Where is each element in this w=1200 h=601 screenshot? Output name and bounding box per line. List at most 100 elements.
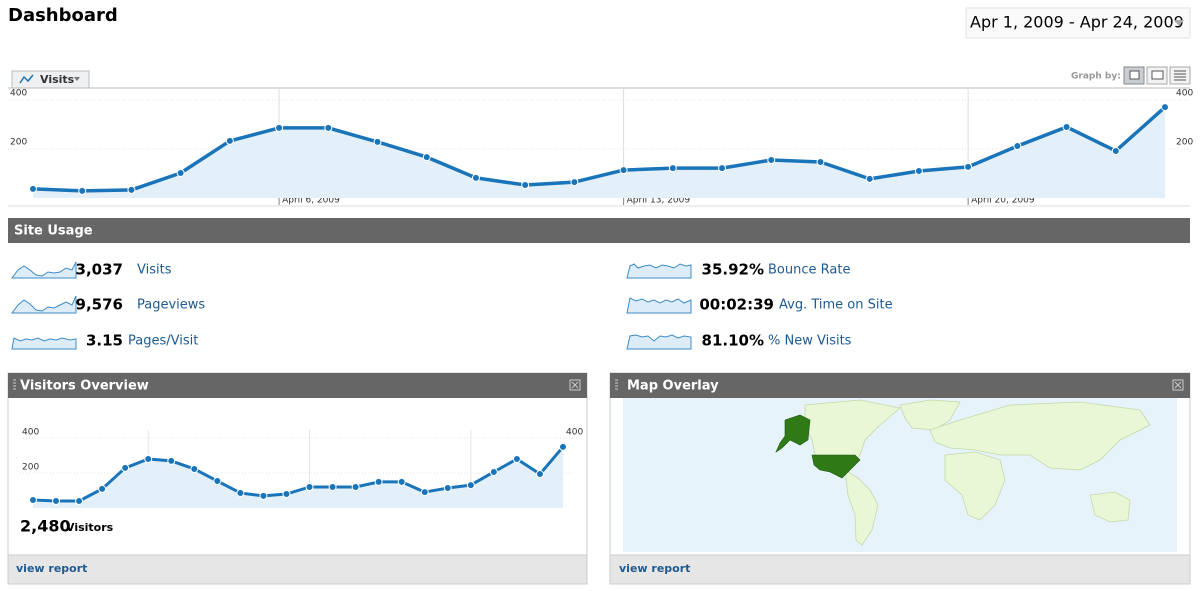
- south-america: [844, 469, 879, 546]
- panel-footer: [7, 554, 588, 585]
- metric-link[interactable]: Bounce Rate: [768, 263, 850, 278]
- point: [1111, 146, 1120, 155]
- metric-value: 00:02:39: [699, 296, 774, 314]
- drag-handle[interactable]: [13, 379, 16, 390]
- point: [619, 166, 628, 175]
- visitors-label: Visitors: [66, 521, 114, 534]
- y-tick-label: 200: [22, 463, 39, 473]
- icon: [1129, 70, 1140, 80]
- metric-link[interactable]: Pageviews: [137, 298, 205, 313]
- point: [328, 483, 337, 491]
- metric-link[interactable]: Avg. Time on Site: [779, 298, 893, 313]
- point: [236, 488, 245, 497]
- metric-name[interactable]: Visits: [40, 73, 75, 86]
- area: [33, 446, 563, 508]
- metric-link[interactable]: Pages/Visit: [128, 334, 198, 349]
- view-report-link[interactable]: view report: [619, 562, 690, 575]
- date-range[interactable]: Apr 1, 2009 - Apr 24, 2009: [970, 13, 1184, 32]
- point: [420, 488, 429, 497]
- line: [32, 105, 1167, 193]
- sparkline: [626, 263, 692, 279]
- point: [98, 484, 107, 493]
- date-range-picker[interactable]: [965, 7, 1191, 39]
- point: [324, 123, 333, 132]
- point: [718, 164, 727, 173]
- drag-handle[interactable]: [615, 379, 618, 390]
- sparkline: [11, 261, 77, 279]
- point: [767, 156, 776, 165]
- point: [127, 185, 136, 194]
- point: [1013, 142, 1022, 151]
- point: [176, 169, 185, 178]
- point: [471, 173, 480, 182]
- icon: [1174, 70, 1186, 81]
- australia: [1089, 491, 1131, 523]
- greenland: [899, 399, 961, 431]
- point: [422, 153, 431, 162]
- x-tick-label: April 6, 2009: [282, 196, 340, 206]
- metric-value: 3.15: [86, 332, 123, 350]
- point: [29, 184, 37, 193]
- metric-icon: [19, 74, 34, 84]
- united-states: [811, 454, 861, 479]
- point: [865, 174, 874, 183]
- point: [397, 477, 406, 486]
- point: [443, 484, 452, 493]
- panel-title: Visitors Overview: [20, 379, 149, 394]
- metric-dropdown-arrow[interactable]: [74, 77, 80, 81]
- y-tick-label-right: 400: [566, 428, 583, 438]
- point: [29, 495, 37, 504]
- eurasia: [929, 401, 1151, 471]
- sparkline: [626, 334, 692, 350]
- point: [374, 477, 383, 486]
- africa: [944, 451, 1006, 521]
- line: [32, 445, 565, 503]
- point: [816, 157, 825, 166]
- point: [167, 456, 176, 465]
- panel-header: [8, 373, 587, 398]
- alaska: [775, 414, 811, 453]
- y-tick-label-right: 400: [1176, 89, 1193, 99]
- metric-value: 35.92%: [702, 261, 764, 279]
- close-button[interactable]: [569, 379, 581, 391]
- point: [373, 137, 382, 146]
- point: [512, 455, 521, 463]
- map-land: [804, 399, 1151, 546]
- metric-link[interactable]: Visits: [137, 263, 172, 278]
- point: [75, 497, 84, 505]
- area: [33, 107, 1165, 198]
- point: [275, 123, 284, 132]
- point: [668, 164, 677, 173]
- point: [259, 491, 268, 500]
- graph-by-label: Graph by:: [1071, 72, 1121, 82]
- graph-by-month[interactable]: [1169, 66, 1191, 85]
- point: [1062, 122, 1071, 131]
- date-dropdown-arrow[interactable]: [1174, 20, 1184, 26]
- panel-header: [610, 373, 1190, 398]
- panel-title: Map Overlay: [627, 379, 719, 394]
- metric-value: 3,037: [76, 261, 123, 279]
- view-report-link[interactable]: view report: [16, 562, 87, 575]
- sparkline: [11, 295, 77, 314]
- point: [570, 178, 579, 187]
- sparkline: [11, 337, 77, 350]
- y-tick-label: 400: [22, 428, 39, 438]
- point: [351, 483, 360, 491]
- point: [535, 470, 544, 479]
- point: [78, 186, 87, 195]
- point: [466, 481, 475, 490]
- x-tick-label: April 13, 2009: [627, 196, 691, 206]
- visitors-chart: 200 400 400: [20, 428, 583, 508]
- point: [964, 162, 973, 171]
- point: [225, 136, 234, 145]
- close-button[interactable]: [1172, 379, 1184, 391]
- icon: [1151, 70, 1164, 80]
- point: [559, 442, 567, 451]
- point: [305, 483, 314, 491]
- sparkline: [626, 297, 692, 314]
- close-icon: [571, 381, 579, 389]
- x-tick-label: April 20, 2009: [971, 196, 1035, 206]
- point: [282, 490, 291, 498]
- metric-link[interactable]: % New Visits: [768, 334, 852, 349]
